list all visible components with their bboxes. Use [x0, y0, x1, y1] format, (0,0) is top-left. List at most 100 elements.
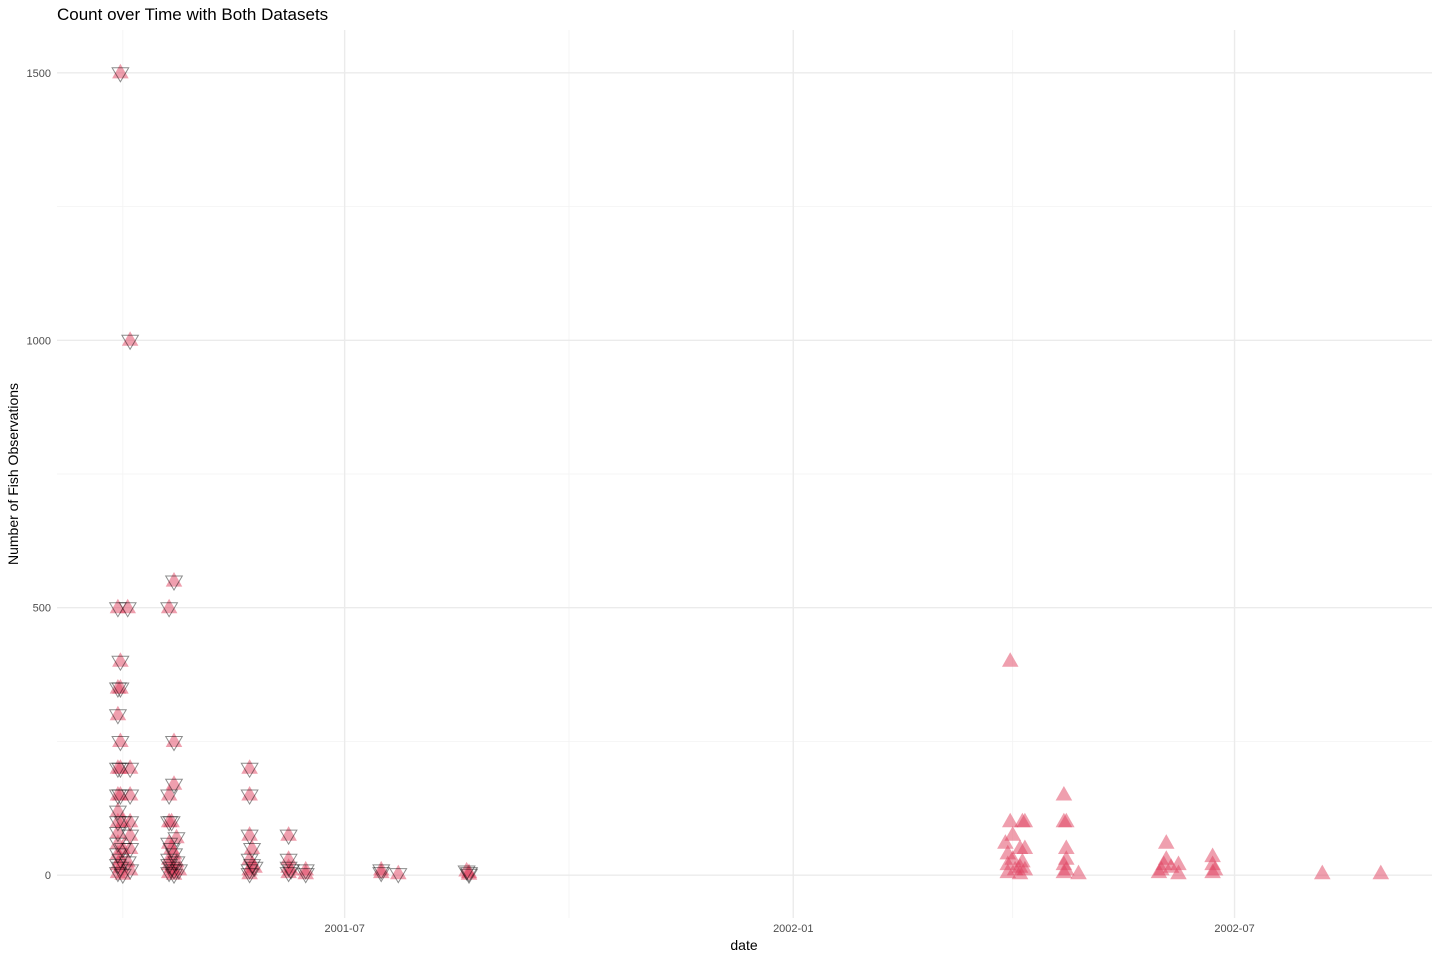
data-point-triangle-down — [118, 602, 137, 618]
y-axis-label: Number of Fish Observations — [5, 383, 21, 565]
data-point-triangle-up — [373, 863, 390, 879]
data-point-triangle-up — [241, 864, 258, 880]
grid — [57, 30, 1432, 918]
data-point-triangle-down — [108, 816, 128, 832]
data-point-triangle-down — [279, 867, 298, 883]
x-tick-label: 2002-01 — [773, 923, 813, 935]
data-point-triangle-down — [457, 865, 476, 881]
data-point-triangle-down — [162, 861, 181, 878]
data-point-triangle-down — [459, 867, 479, 883]
data-point-triangle-down — [121, 843, 140, 859]
data-point-triangle-up — [999, 863, 1017, 879]
data-point-triangle-down — [108, 859, 128, 875]
data-point-triangle-up — [997, 834, 1014, 849]
data-point-triangle-down — [111, 736, 130, 752]
data-point-triangle-down — [279, 853, 298, 870]
data-point-triangle-up — [1058, 839, 1075, 854]
y-tick-label: 1000 — [27, 335, 51, 347]
data-point-triangle-down — [121, 789, 140, 805]
data-point-triangle-up — [168, 828, 185, 844]
data-point-triangle-up — [241, 826, 258, 841]
data-point-triangle-down — [167, 856, 186, 872]
y-tick-labels: 0 500 1000 1500 — [27, 68, 51, 882]
data-point-triangle-up — [1170, 855, 1187, 871]
data-point-triangle-up — [114, 865, 132, 880]
data-point-triangle-down — [167, 832, 186, 848]
data-point-triangle-down — [240, 829, 259, 846]
data-point-triangle-up — [121, 759, 139, 774]
data-point-triangle-down — [162, 816, 181, 832]
data-point-triangle-down — [108, 602, 128, 618]
data-point-triangle-down — [164, 736, 184, 752]
data-point-triangle-up — [460, 865, 478, 880]
y-tick-label: 500 — [33, 603, 51, 615]
data-point-triangle-up — [112, 679, 129, 694]
data-point-triangle-up — [160, 786, 178, 801]
x-axis-label: date — [730, 937, 757, 953]
data-point-triangle-up — [163, 812, 180, 828]
data-point-triangle-up — [121, 826, 139, 841]
data-point-triangle-up — [1150, 863, 1168, 879]
data-point-triangle-up — [243, 839, 261, 854]
data-point-triangle-up — [1158, 834, 1175, 849]
data-point-triangle-down — [296, 868, 315, 884]
data-point-triangle-down — [164, 864, 184, 880]
data-point-triangle-down — [160, 859, 179, 875]
data-point-triangle-up — [160, 598, 178, 614]
data-point-triangle-up — [109, 705, 127, 721]
data-point-triangle-down — [121, 864, 140, 880]
data-point-triangle-up — [112, 732, 129, 747]
data-point-triangle-up — [1011, 864, 1029, 880]
data-point-triangle-down — [118, 856, 137, 872]
data-point-triangle-down — [113, 816, 132, 832]
data-point-triangle-down — [296, 864, 315, 880]
data-point-triangle-down — [113, 843, 132, 859]
data-point-triangle-down — [108, 827, 128, 843]
x-tick-labels: 2001-07 2002-01 2002-07 — [324, 923, 1254, 935]
data-point-triangle-down — [240, 789, 259, 805]
data-point-triangle-down — [108, 789, 128, 805]
data-point-triangle-down — [245, 861, 264, 878]
data-point-triangle-up — [121, 331, 139, 346]
data-point-triangle-down — [459, 868, 479, 885]
data-point-triangle-up — [119, 598, 136, 614]
data-point-triangle-down — [164, 868, 184, 885]
data-point-triangle-up — [1055, 786, 1073, 801]
data-point-triangle-up — [1058, 812, 1075, 828]
data-point-triangle-up — [109, 802, 127, 817]
data-point-triangle-down — [121, 829, 140, 846]
data-point-triangle-up — [121, 812, 139, 828]
data-point-triangle-up — [165, 865, 183, 880]
data-point-triangle-down — [160, 867, 179, 883]
data-point-triangle-up — [1002, 812, 1019, 828]
data-point-triangle-up — [121, 786, 139, 801]
data-point-triangle-down — [240, 762, 259, 779]
data-point-triangle-down — [160, 789, 179, 805]
data-point-triangle-down — [111, 789, 130, 805]
data-point-triangle-down — [111, 762, 130, 779]
data-point-triangle-down — [160, 853, 179, 870]
data-point-triangle-up — [1314, 864, 1331, 880]
data-point-triangle-up — [165, 775, 183, 790]
data-point-triangle-up — [280, 863, 297, 879]
data-point-triangle-down — [121, 762, 140, 779]
y-tick-label: 1500 — [27, 68, 51, 80]
data-point-triangle-down — [111, 682, 130, 698]
data-point-triangle-down — [108, 762, 128, 779]
data-point-triangle-up — [280, 850, 297, 865]
data-point-triangle-down — [389, 868, 408, 884]
data-point-triangle-down — [108, 837, 128, 854]
data-point-triangle-down — [372, 867, 391, 883]
y-tick-label: 0 — [45, 870, 51, 882]
data-point-triangle-down — [160, 837, 179, 854]
data-point-triangle-down — [108, 867, 128, 883]
data-point-triangle-down — [108, 709, 128, 725]
data-point-triangle-down — [242, 843, 262, 859]
data-point-triangle-up — [1204, 863, 1221, 879]
data-point-triangle-down — [162, 843, 181, 859]
data-point-triangle-down — [113, 868, 132, 885]
data-point-triangle-down — [111, 655, 130, 672]
data-point-triangle-down — [108, 682, 128, 698]
data-point-triangle-up — [112, 63, 129, 79]
